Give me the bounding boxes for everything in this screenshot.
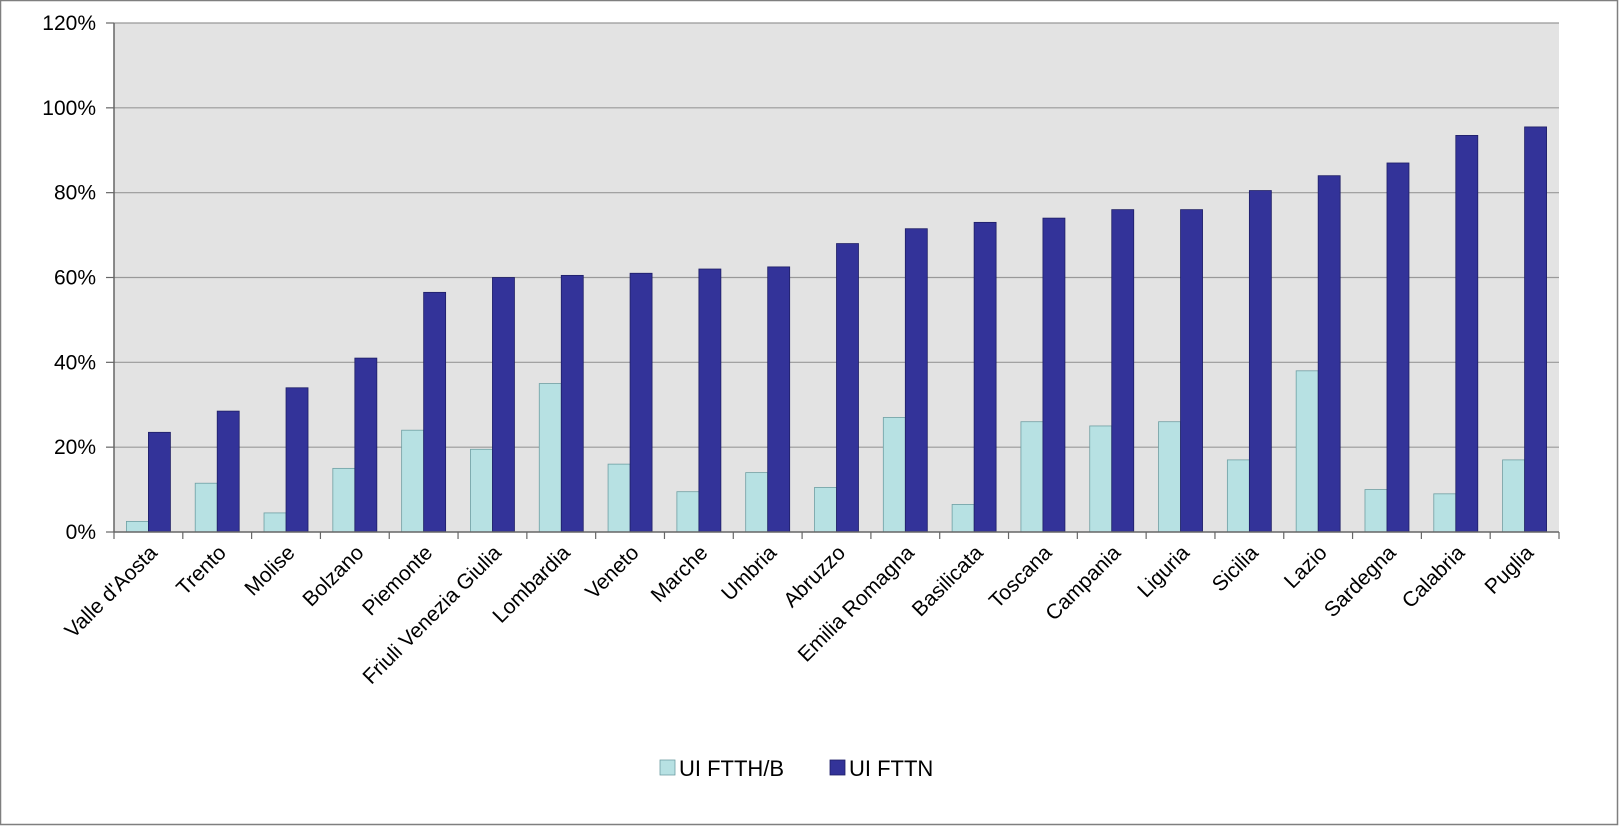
y-axis-tick-labels: 0% 20% 40% 60% 80% 100% 120% — [42, 12, 96, 544]
bar — [194, 482, 218, 533]
y-tick-label: 60% — [54, 267, 96, 290]
bar — [148, 431, 171, 533]
bar — [951, 504, 975, 533]
bar — [332, 467, 356, 533]
legend-label: UI FTTN — [849, 756, 933, 781]
bar — [538, 383, 562, 533]
bar — [216, 410, 240, 533]
bar — [1020, 421, 1044, 533]
bar — [1248, 190, 1272, 533]
y-tick-label: 20% — [54, 436, 96, 459]
bar — [1364, 489, 1388, 533]
bar — [1433, 493, 1457, 533]
bar — [629, 272, 653, 533]
bar — [676, 491, 700, 533]
bar — [1295, 370, 1319, 533]
bar — [1042, 217, 1066, 533]
bar — [607, 463, 631, 533]
bar — [698, 268, 722, 533]
y-tick-label: 40% — [54, 351, 96, 374]
legend: UI FTTH/B UI FTTN — [659, 756, 933, 781]
bar — [285, 387, 309, 533]
axes — [113, 23, 1560, 539]
bar — [745, 472, 769, 533]
y-tick-label: 120% — [42, 12, 96, 35]
bar — [1180, 209, 1203, 533]
legend-label: UI FTTH/B — [679, 756, 784, 781]
bar — [1455, 135, 1479, 533]
bar — [1502, 459, 1525, 533]
bar — [126, 520, 149, 533]
legend-swatch — [659, 759, 676, 776]
bar — [904, 228, 928, 533]
bar — [1089, 425, 1113, 533]
bar — [1158, 421, 1181, 533]
bar — [1111, 209, 1135, 533]
bar — [492, 277, 515, 533]
bar — [1524, 126, 1547, 533]
bar — [560, 274, 584, 533]
y-tick-label: 80% — [54, 182, 96, 205]
bar — [401, 429, 425, 533]
bar — [1226, 459, 1250, 533]
bar — [263, 512, 287, 533]
bar — [354, 357, 378, 533]
bar — [1386, 162, 1410, 533]
bar — [836, 243, 859, 533]
bar — [973, 221, 997, 533]
bars — [126, 126, 1547, 533]
bar — [470, 448, 493, 533]
bar — [1317, 175, 1341, 533]
bar — [882, 417, 906, 533]
bar — [814, 487, 837, 533]
y-tick-label: 0% — [66, 521, 96, 544]
legend-swatch — [829, 759, 846, 776]
y-tick-label: 100% — [42, 97, 96, 120]
bar — [423, 291, 447, 533]
bar — [767, 266, 791, 533]
